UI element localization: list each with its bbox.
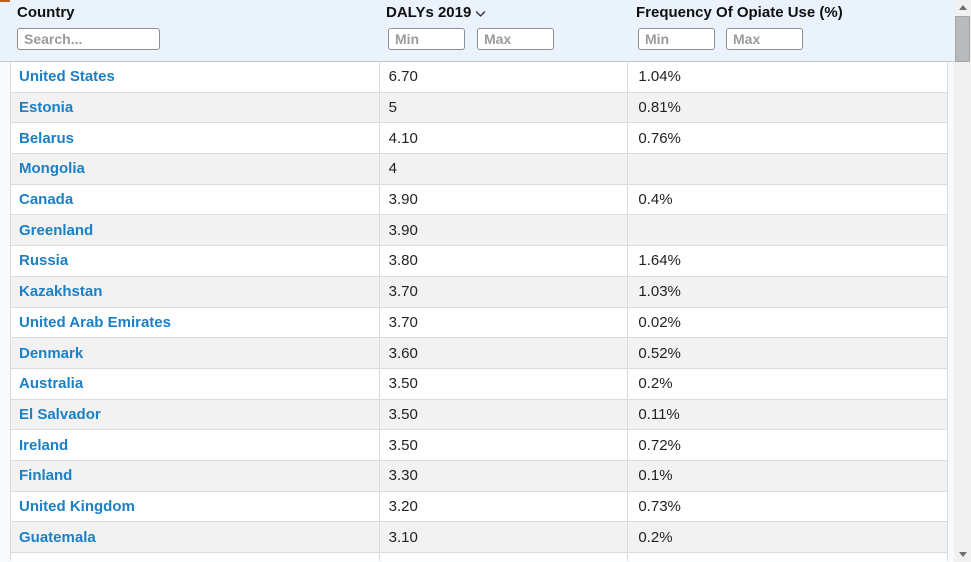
- dalys-value-cell: 3.90: [380, 215, 629, 246]
- table-row: Australia 3.50 0.2%: [10, 368, 948, 400]
- dalys-column-label: DALYs 2019: [386, 4, 472, 21]
- frequency-value-cell: 1.64%: [628, 246, 948, 276]
- country-cell[interactable]: Denmark: [11, 338, 380, 368]
- dalys-value-cell: 3.10: [380, 522, 629, 552]
- dalys-value-cell: 4: [380, 154, 629, 184]
- country-cell[interactable]: Ireland: [11, 430, 380, 460]
- frequency-value-cell: 0.11%: [628, 399, 948, 430]
- country-cell[interactable]: Finland: [11, 460, 380, 491]
- column-header-dalys[interactable]: DALYs 2019: [386, 4, 487, 21]
- table-header: Country DALYs 2019 Frequency Of Opiate U…: [0, 0, 954, 62]
- country-cell[interactable]: United Kingdom: [11, 491, 380, 522]
- dalys-value-cell: 3.80: [380, 246, 629, 276]
- table-row: United Kingdom 3.20 0.73%: [10, 491, 948, 523]
- dalys-value-cell: 3.60: [380, 338, 629, 368]
- table-row: Russia 3.80 1.64%: [10, 246, 948, 277]
- dalys-max-input[interactable]: [477, 28, 554, 50]
- table-row: Greenland 3.90: [10, 215, 948, 247]
- vertical-scrollbar[interactable]: [954, 0, 971, 562]
- country-cell[interactable]: Greenland: [11, 215, 380, 246]
- country-cell[interactable]: United States: [11, 62, 380, 92]
- scroll-down-button[interactable]: [954, 547, 971, 562]
- table-body: United States 6.70 1.04% Estonia 5 0.81%…: [10, 62, 948, 561]
- dalys-min-input[interactable]: [388, 28, 465, 50]
- top-left-orange-mark: [0, 0, 10, 2]
- scroll-up-button[interactable]: [954, 0, 971, 15]
- frequency-value-cell: 0.72%: [628, 430, 948, 460]
- frequency-value-cell: [628, 215, 948, 246]
- table-row: El Salvador 3.50 0.11%: [10, 399, 948, 431]
- frequency-value-cell: 1.04%: [628, 62, 948, 92]
- frequency-value-cell: 0.81%: [628, 92, 948, 123]
- frequency-value-cell: 0.4%: [628, 184, 948, 215]
- table-row: United States 6.70 1.04%: [10, 62, 948, 93]
- dalys-value-cell: [380, 553, 629, 561]
- dalys-value-cell: 3.50: [380, 430, 629, 460]
- frequency-value-cell: [628, 154, 948, 184]
- country-cell[interactable]: Kazakhstan: [11, 276, 380, 307]
- table-row: Canada 3.90 0.4%: [10, 184, 948, 216]
- table-row: Belarus 4.10 0.76%: [10, 123, 948, 155]
- dalys-value-cell: 3.30: [380, 460, 629, 491]
- scroll-down-arrow-icon: [958, 552, 967, 557]
- dalys-value-cell: 4.10: [380, 123, 629, 154]
- frequency-value-cell: 0.1%: [628, 460, 948, 491]
- frequency-value-cell: 0.73%: [628, 491, 948, 522]
- dalys-value-cell: 3.50: [380, 399, 629, 430]
- country-search-input[interactable]: [17, 28, 160, 50]
- country-cell[interactable]: El Salvador: [11, 399, 380, 430]
- dalys-value-cell: 3.20: [380, 491, 629, 522]
- country-cell[interactable]: Russia: [11, 246, 380, 276]
- frequency-min-input[interactable]: [638, 28, 715, 50]
- dalys-value-cell: 3.50: [380, 368, 629, 399]
- dalys-value-cell: 3.90: [380, 184, 629, 215]
- table-row: Denmark 3.60 0.52%: [10, 338, 948, 369]
- country-cell[interactable]: Canada: [11, 184, 380, 215]
- frequency-value-cell: 0.2%: [628, 522, 948, 552]
- frequency-value-cell: 0.02%: [628, 307, 948, 338]
- table-row: United Arab Emirates 3.70 0.02%: [10, 307, 948, 339]
- dalys-value-cell: 6.70: [380, 62, 629, 92]
- country-cell[interactable]: Estonia: [11, 92, 380, 123]
- table-row: Kazakhstan 3.70 1.03%: [10, 276, 948, 308]
- table-row: Mongolia 4: [10, 154, 948, 185]
- country-cell[interactable]: Mongolia: [11, 154, 380, 184]
- frequency-column-label: Frequency Of Opiate Use (%): [636, 4, 843, 21]
- chevron-down-icon: [474, 7, 487, 20]
- column-header-country[interactable]: Country: [17, 4, 75, 21]
- table-row: Estonia 5 0.81%: [10, 92, 948, 124]
- dalys-value-cell: 3.70: [380, 307, 629, 338]
- table-row: Guatemala 3.10 0.2%: [10, 522, 948, 553]
- frequency-value-cell: [628, 553, 948, 561]
- column-header-frequency[interactable]: Frequency Of Opiate Use (%): [636, 4, 843, 21]
- frequency-max-input[interactable]: [726, 28, 803, 50]
- table-row: Finland 3.30 0.1%: [10, 460, 948, 492]
- frequency-value-cell: 1.03%: [628, 276, 948, 307]
- country-cell[interactable]: Guatemala: [11, 522, 380, 552]
- frequency-value-cell: 0.76%: [628, 123, 948, 154]
- frequency-value-cell: 0.52%: [628, 338, 948, 368]
- country-cell[interactable]: Belarus: [11, 123, 380, 154]
- table-row-partial: [10, 553, 948, 561]
- country-cell[interactable]: United Arab Emirates: [11, 307, 380, 338]
- table-row: Ireland 3.50 0.72%: [10, 430, 948, 461]
- frequency-value-cell: 0.2%: [628, 368, 948, 399]
- dalys-value-cell: 3.70: [380, 276, 629, 307]
- scroll-up-arrow-icon: [958, 5, 967, 10]
- country-column-label: Country: [17, 4, 75, 21]
- country-cell[interactable]: Australia: [11, 368, 380, 399]
- dalys-value-cell: 5: [380, 92, 629, 123]
- country-cell: [11, 553, 380, 561]
- scrollbar-thumb[interactable]: [955, 16, 970, 62]
